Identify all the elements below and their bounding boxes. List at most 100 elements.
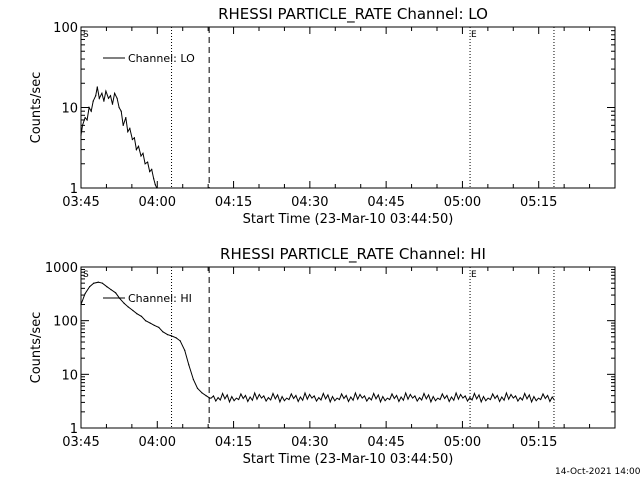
- data-point: [109, 95, 112, 97]
- data-point: [192, 378, 194, 381]
- data-point: [166, 334, 169, 336]
- data-point: [153, 324, 155, 326]
- footer-stamp: 14-Oct-2021 14:00: [555, 467, 640, 477]
- data-point: [80, 303, 82, 306]
- data-point: [101, 282, 103, 284]
- x-tick-label: 05:00: [444, 435, 481, 450]
- y-axis-label: Counts/sec: [29, 72, 44, 144]
- data-point: [201, 392, 203, 394]
- x-tick-label: 04:15: [215, 195, 252, 210]
- data-point: [140, 315, 143, 317]
- data-point: [80, 134, 82, 136]
- start-marker-label: S: [83, 270, 89, 280]
- data-point: [133, 137, 135, 139]
- data-point: [175, 337, 177, 339]
- x-tick-label: 05:00: [444, 195, 481, 210]
- data-point: [119, 297, 121, 299]
- data-point: [132, 309, 134, 312]
- data-point: [158, 326, 160, 328]
- data-point: [184, 349, 186, 351]
- data-point: [179, 340, 181, 342]
- data-point: [97, 281, 99, 283]
- y-tick-label: 10: [61, 102, 78, 117]
- data-point: [140, 155, 142, 157]
- data-point: [84, 117, 86, 119]
- legend-label: Channel: LO: [128, 52, 195, 65]
- data-point: [154, 184, 156, 186]
- data-point: [125, 117, 127, 119]
- data-point: [111, 103, 114, 105]
- data-point: [151, 168, 153, 170]
- x-tick-label: 04:00: [139, 435, 176, 450]
- chart-title: RHESSI PARTICLE_RATE Channel: HI: [220, 245, 486, 264]
- data-point: [144, 163, 146, 165]
- data-point: [98, 97, 100, 99]
- x-tick-label: 04:45: [367, 195, 404, 210]
- series-line-baseline: [209, 391, 555, 404]
- data-point: [88, 106, 90, 109]
- plot-frame: [80, 266, 616, 429]
- data-point: [170, 335, 173, 337]
- data-point: [110, 289, 112, 291]
- data-point: [106, 286, 108, 288]
- x-tick-label: 03:45: [62, 195, 99, 210]
- chart-title: RHESSI PARTICLE_RATE Channel: LO: [218, 5, 488, 24]
- data-point: [135, 149, 137, 151]
- x-axis-label: Start Time (23-Mar-10 03:44:50): [243, 452, 454, 467]
- end-marker-label: E: [471, 30, 477, 40]
- chart-channel-hi: RHESSI PARTICLE_RATE Channel: HI 03:45 04:…: [29, 245, 616, 467]
- data-point: [205, 395, 207, 397]
- data-point: [118, 106, 120, 109]
- data-point: [92, 100, 94, 102]
- data-point: [153, 178, 155, 180]
- data-point: [137, 145, 140, 147]
- x-tick-label: 05:15: [520, 435, 557, 450]
- data-point: [96, 86, 98, 88]
- data-point: [129, 127, 131, 129]
- data-point: [127, 306, 129, 308]
- x-tick-label: 04:30: [291, 435, 328, 450]
- end-marker-label: E: [471, 270, 477, 280]
- y-tick-label: 100: [53, 21, 78, 36]
- y-tick-label: 10: [61, 368, 78, 383]
- y-tick-label: 100: [53, 315, 78, 330]
- data-point: [127, 131, 129, 133]
- data-point: [114, 92, 116, 94]
- data-point: [115, 292, 117, 294]
- data-point: [105, 90, 107, 92]
- data-point: [84, 293, 86, 295]
- data-point: [120, 110, 122, 112]
- data-point: [101, 92, 103, 94]
- data-point: [90, 110, 92, 112]
- x-tick-label: 05:15: [520, 195, 557, 210]
- x-tick-label: 04:45: [367, 435, 404, 450]
- data-point: [116, 97, 118, 99]
- data-point: [142, 152, 144, 154]
- data-point: [89, 286, 91, 288]
- data-point: [107, 97, 110, 99]
- x-tick-label: 04:15: [215, 435, 252, 450]
- legend-label: Channel: HI: [128, 292, 192, 305]
- data-point: [162, 331, 164, 333]
- data-point: [103, 100, 105, 102]
- y-tick-label: 1: [70, 182, 78, 197]
- series-line: [80, 86, 158, 189]
- x-tick-label: 04:30: [291, 195, 328, 210]
- data-point: [81, 124, 84, 126]
- x-axis-label: Start Time (23-Mar-10 03:44:50): [243, 212, 454, 227]
- data-point: [149, 171, 151, 173]
- data-point: [196, 387, 199, 389]
- data-point: [147, 161, 149, 163]
- y-tick-label: 1000: [45, 261, 78, 276]
- y-tick-label: 1: [70, 422, 78, 437]
- data-point: [95, 95, 97, 97]
- x-tick-label: 03:45: [62, 435, 99, 450]
- data-point: [136, 313, 138, 315]
- data-point: [123, 302, 125, 304]
- chart-channel-lo: RHESSI PARTICLE_RATE Channel: LO 03:45 04:…: [29, 5, 616, 227]
- y-axis-label: Counts/sec: [29, 312, 44, 384]
- data-point: [145, 320, 147, 322]
- data-point: [131, 138, 133, 141]
- data-point: [149, 322, 151, 324]
